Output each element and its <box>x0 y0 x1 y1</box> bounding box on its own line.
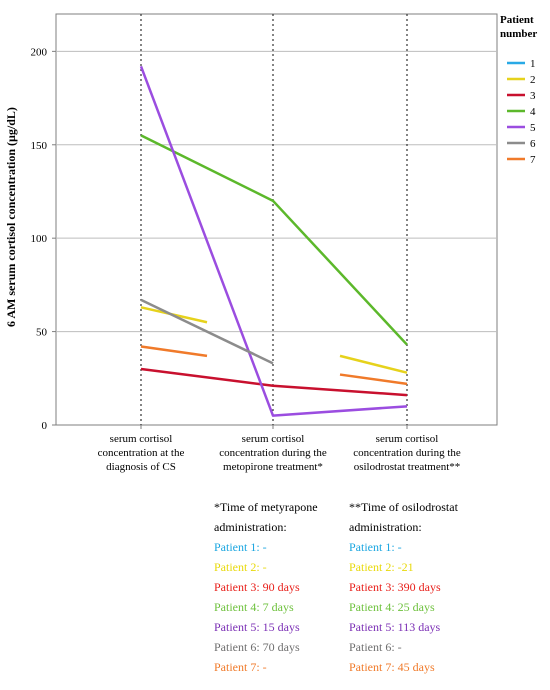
x-category-label: concentration during the <box>219 447 327 459</box>
metyrapone-row-1: Patient 1: - <box>214 540 267 554</box>
osilodrostat-row-3: Patient 3: 390 days <box>349 580 441 594</box>
x-category-label: diagnosis of CS <box>106 461 176 473</box>
y-tick-label: 200 <box>31 46 48 58</box>
x-category-label: serum cortisol <box>242 433 305 445</box>
metyrapone-row-3: Patient 3: 90 days <box>214 580 300 594</box>
legend-label-patient-5: 5 <box>530 122 536 134</box>
series-line-patient-4 <box>140 134 408 346</box>
osilodrostat-row-7: Patient 7: 45 days <box>349 660 435 674</box>
metyrapone-row-7: Patient 7: - <box>214 660 267 674</box>
legend-title-line-1: Patient <box>500 14 534 26</box>
y-axis-title: 6 AM serum cortisol concentration (µg/dL… <box>4 107 18 327</box>
y-tick-label: 0 <box>42 420 48 432</box>
legend-label-patient-1: 1 <box>530 58 536 70</box>
metyrapone-row-6: Patient 6: 70 days <box>214 640 300 654</box>
x-category-label: serum cortisol <box>110 433 173 445</box>
legend-label-patient-4: 4 <box>530 106 536 118</box>
metyrapone-note-title-2: administration: <box>214 520 287 534</box>
series-line-patient-5 <box>139 65 408 417</box>
plot-frame <box>55 13 498 426</box>
legend-label-patient-3: 3 <box>530 90 536 102</box>
x-category-label: metopirone treatment* <box>223 461 323 473</box>
cortisol-line-chart: 0 50 100 150 200 serum cortisol concentration … <box>31 13 536 473</box>
series-line-patient-6 <box>140 298 274 365</box>
osilodrostat-note-title-1: **Time of osilodrostat <box>349 500 458 514</box>
x-category-label: osilodrostat treatment** <box>354 461 461 473</box>
osilodrostat-row-4: Patient 4: 25 days <box>349 600 435 614</box>
osilodrostat-note: **Time of osilodrostat administration: P… <box>349 497 458 677</box>
x-category-label: concentration during the <box>353 447 461 459</box>
series-line-patient-7 <box>140 345 208 358</box>
legend-title-line-2: number <box>500 28 538 40</box>
series-line-patient-2 <box>339 354 408 374</box>
osilodrostat-row-1: Patient 1: - <box>349 540 402 554</box>
x-category-label: concentration at the <box>98 447 185 459</box>
osilodrostat-row-2: Patient 2: -21 <box>349 560 414 574</box>
y-tick-label: 150 <box>31 140 48 152</box>
series-line-patient-7 <box>339 373 408 386</box>
legend-title: Patient number <box>500 13 550 41</box>
x-category-label: serum cortisol <box>376 433 439 445</box>
osilodrostat-row-5: Patient 5: 113 days <box>349 620 441 634</box>
legend-label-patient-6: 6 <box>530 138 536 150</box>
metyrapone-note-title-1: *Time of metyrapone <box>214 500 318 514</box>
metyrapone-row-2: Patient 2: - <box>214 560 267 574</box>
metyrapone-row-4: Patient 4: 7 days <box>214 600 294 614</box>
y-tick-label: 100 <box>31 233 48 245</box>
y-tick-label: 50 <box>36 327 48 339</box>
legend-label-patient-7: 7 <box>530 154 536 166</box>
legend-label-patient-2: 2 <box>530 74 536 86</box>
osilodrostat-note-title-2: administration: <box>349 520 422 534</box>
osilodrostat-row-6: Patient 6: - <box>349 640 402 654</box>
series-line-patient-3 <box>140 367 408 397</box>
metyrapone-row-5: Patient 5: 15 days <box>214 620 300 634</box>
metyrapone-note: *Time of metyrapone administration: Pati… <box>214 497 318 677</box>
